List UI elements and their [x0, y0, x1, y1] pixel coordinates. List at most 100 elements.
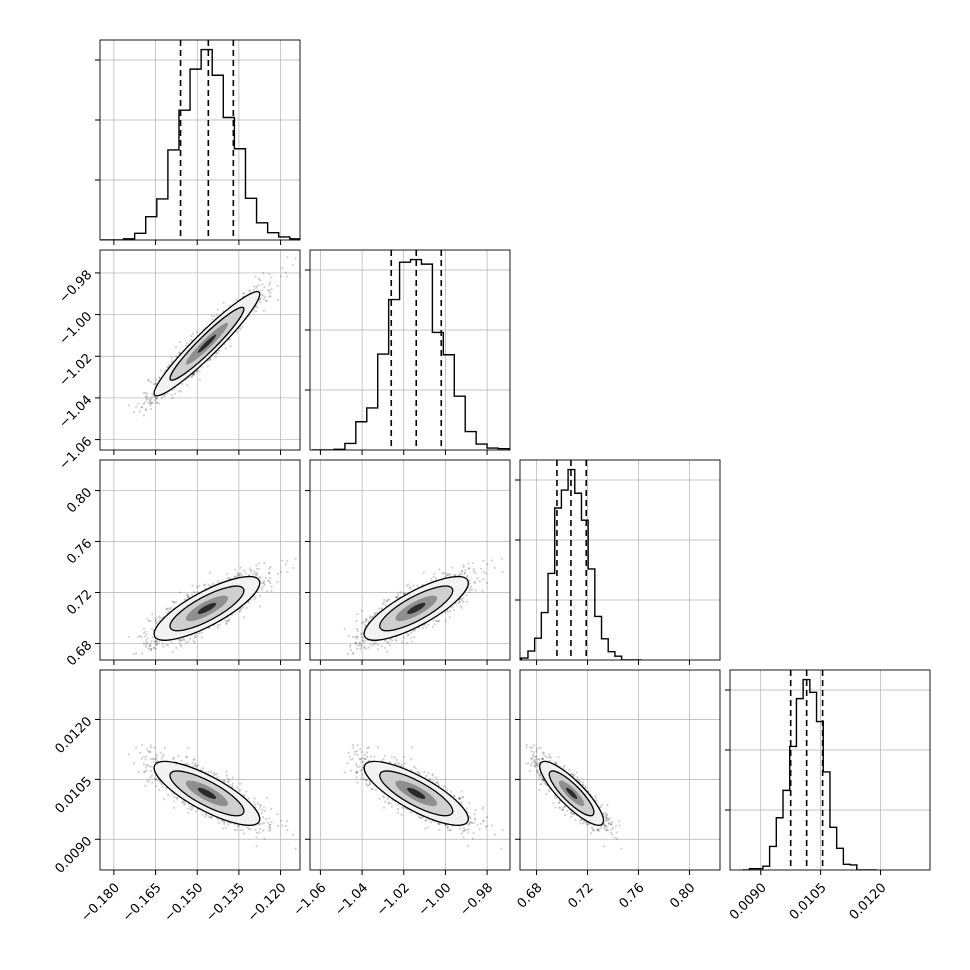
sample-point — [146, 617, 149, 621]
sample-point — [200, 631, 203, 634]
sample-point — [444, 619, 447, 622]
sample-point — [268, 273, 271, 276]
y-tick-label: 0.76 — [64, 536, 95, 567]
sample-point — [178, 638, 181, 641]
sample-point — [263, 583, 267, 586]
sample-point — [395, 596, 398, 599]
sample-point — [402, 592, 406, 595]
sample-point — [435, 620, 438, 623]
sample-point — [149, 398, 152, 401]
sample-point — [239, 566, 242, 569]
sample-point — [138, 410, 142, 413]
sample-point — [406, 634, 409, 637]
sample-point — [262, 581, 266, 584]
sample-point — [445, 572, 448, 575]
sample-point — [365, 647, 368, 651]
sample-point — [467, 567, 470, 570]
sample-point — [355, 635, 358, 638]
sample-point — [485, 581, 489, 584]
sample-point — [268, 580, 271, 583]
sample-point — [262, 271, 265, 275]
sample-point — [374, 642, 377, 645]
sample-point — [262, 579, 266, 582]
sample-point — [355, 620, 358, 623]
sample-point — [179, 639, 182, 642]
sample-point — [145, 395, 148, 399]
sample-point — [137, 402, 140, 405]
sample-point — [195, 370, 198, 373]
density-contour — [197, 334, 217, 353]
sample-point — [168, 607, 172, 611]
sample-point — [155, 643, 158, 646]
sample-point — [210, 314, 214, 317]
sample-point — [412, 630, 415, 633]
sample-point — [401, 641, 404, 644]
sample-point — [198, 370, 201, 373]
sample-point — [371, 615, 374, 619]
sample-point — [348, 645, 352, 648]
sample-point — [222, 301, 225, 304]
sample-point — [145, 633, 148, 636]
sample-point — [442, 572, 446, 575]
sample-point — [268, 571, 271, 575]
sample-point — [151, 636, 154, 639]
sample-point — [450, 606, 453, 609]
sample-point — [262, 585, 265, 588]
sample-point — [145, 397, 148, 400]
sample-point — [441, 571, 444, 575]
sample-point — [252, 285, 256, 288]
panel-2-1 — [305, 459, 511, 665]
sample-point — [360, 633, 363, 636]
sample-point — [179, 644, 182, 647]
sample-point — [356, 647, 359, 650]
sample-point — [159, 616, 162, 619]
sample-point — [473, 581, 476, 584]
sample-point — [262, 298, 266, 301]
sample-point — [193, 636, 196, 639]
sample-point — [500, 557, 503, 560]
y-tick-label: −0.98 — [57, 268, 96, 307]
sample-point — [216, 626, 220, 629]
sample-point — [142, 414, 146, 417]
sample-point — [172, 601, 175, 604]
y-tick-label: −1.02 — [57, 351, 96, 390]
sample-point — [185, 344, 188, 347]
sample-point — [198, 378, 201, 381]
sample-point — [150, 627, 153, 631]
sample-point — [132, 652, 136, 656]
sample-point — [253, 308, 256, 311]
sample-point — [248, 289, 251, 292]
sample-point — [467, 562, 470, 565]
sample-point — [369, 643, 372, 646]
sample-point — [482, 578, 485, 581]
sample-point — [165, 643, 168, 646]
sample-point — [472, 570, 475, 573]
sample-point — [386, 600, 389, 603]
sample-point — [192, 639, 195, 642]
y-tick-label: 0.68 — [64, 638, 95, 669]
sample-point — [245, 606, 248, 609]
sample-point — [474, 571, 477, 575]
sample-point — [127, 635, 130, 638]
sample-point — [228, 618, 231, 621]
sample-point — [229, 345, 232, 348]
sample-point — [151, 393, 154, 396]
sample-point — [140, 636, 143, 639]
sample-point — [260, 586, 263, 589]
sample-point — [386, 641, 389, 644]
sample-point — [193, 634, 197, 637]
sample-point — [150, 396, 153, 399]
sample-point — [190, 376, 193, 379]
sample-point — [216, 314, 219, 317]
sample-point — [239, 572, 242, 576]
sample-point — [458, 599, 461, 602]
sample-point — [149, 642, 152, 645]
sample-point — [200, 636, 204, 639]
sample-point — [468, 588, 472, 591]
sample-point — [175, 601, 178, 604]
sample-point — [148, 399, 152, 402]
panel-frame — [99, 459, 301, 661]
sample-point — [152, 647, 155, 650]
sample-point — [433, 572, 436, 576]
sample-point — [142, 402, 145, 406]
